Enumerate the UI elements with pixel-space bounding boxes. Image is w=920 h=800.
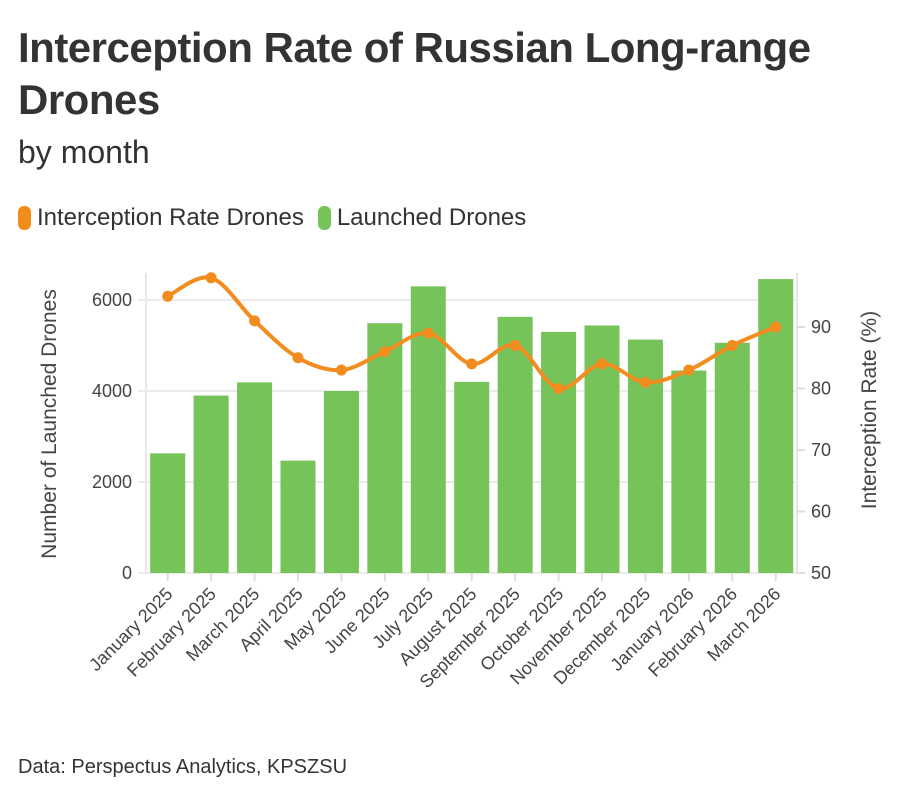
bar bbox=[323, 391, 359, 573]
bar bbox=[150, 453, 186, 573]
line-point bbox=[553, 383, 565, 394]
y2-tick-label: 80 bbox=[811, 379, 831, 399]
line-point bbox=[683, 364, 695, 376]
line-point bbox=[726, 339, 738, 351]
bar bbox=[497, 316, 533, 573]
y-axis-right: 50 60 70 80 90 bbox=[811, 317, 831, 583]
line-point bbox=[422, 327, 434, 339]
bar bbox=[714, 342, 750, 573]
legend-swatch-green bbox=[317, 206, 331, 230]
chart-title: Interception Rate of Russian Long-range … bbox=[18, 24, 811, 123]
line-point bbox=[205, 272, 217, 284]
y-tick-label: 0 bbox=[122, 563, 132, 583]
legend-label: Launched Drones bbox=[336, 204, 527, 231]
line-point bbox=[596, 358, 608, 370]
line-point bbox=[379, 346, 391, 358]
line-point bbox=[770, 321, 782, 333]
y-tick-label: 4000 bbox=[92, 381, 132, 401]
y-axis-left: 0 2000 4000 6000 bbox=[92, 290, 132, 583]
bar bbox=[280, 460, 316, 573]
legend-label: Interception Rate Drones bbox=[37, 204, 304, 231]
line-point bbox=[162, 290, 174, 302]
y2-tick-label: 50 bbox=[811, 563, 831, 583]
y2-tick-label: 90 bbox=[811, 317, 831, 337]
bar bbox=[237, 382, 273, 573]
source-note: Data: Perspectus Analytics, KPSZSU bbox=[18, 756, 348, 778]
bar-series bbox=[150, 279, 794, 573]
legend-item-launched-drones[interactable]: Launched Drones bbox=[317, 204, 527, 232]
line-point bbox=[509, 339, 521, 351]
bar bbox=[627, 339, 663, 573]
y-tick-label: 6000 bbox=[92, 290, 132, 310]
y2-tick-label: 60 bbox=[811, 502, 831, 522]
legend-swatch-orange bbox=[18, 206, 31, 230]
line-point bbox=[335, 364, 347, 376]
bar bbox=[454, 381, 490, 573]
line-series bbox=[162, 272, 782, 394]
line-point bbox=[249, 315, 261, 327]
chart-subtitle: by month bbox=[18, 134, 150, 170]
line-point bbox=[639, 376, 651, 388]
y2-axis-title: Interception Rate (%) bbox=[858, 311, 881, 509]
bar bbox=[541, 331, 577, 573]
legend: Interception Rate Drones Launched Drones bbox=[18, 204, 540, 232]
line-point bbox=[292, 352, 304, 364]
y-tick-label: 2000 bbox=[92, 472, 132, 492]
bar bbox=[193, 395, 229, 573]
y2-tick-label: 70 bbox=[811, 440, 831, 460]
legend-item-interception-rate[interactable]: Interception Rate Drones bbox=[18, 204, 304, 232]
y-axis-title: Number of Launched Drones bbox=[38, 289, 61, 559]
bar bbox=[367, 323, 403, 573]
line-point bbox=[466, 358, 478, 370]
bar bbox=[671, 370, 707, 573]
